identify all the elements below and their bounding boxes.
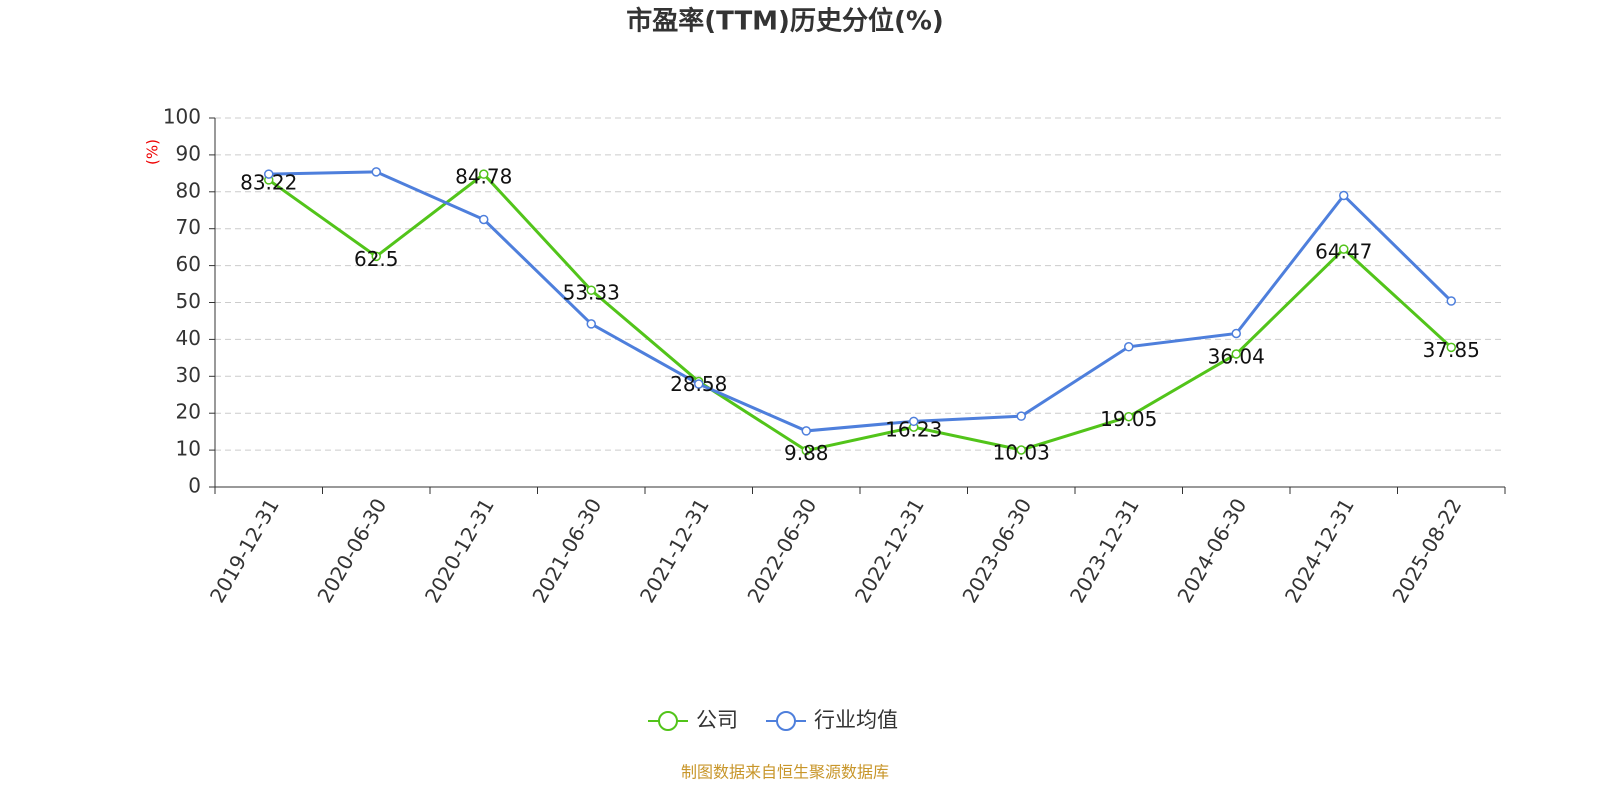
y-axis-label: (%) <box>144 139 162 165</box>
y-tick-label: 90 <box>176 141 201 165</box>
source-note: 制图数据来自恒生聚源数据库 <box>681 763 889 782</box>
data-label: 36.04 <box>1208 345 1265 369</box>
data-point <box>1016 445 1026 455</box>
data-point <box>909 416 919 427</box>
y-tick-label: 60 <box>176 252 201 276</box>
x-tick-label: 2023-06-30 <box>957 494 1036 607</box>
x-tick-label: 2025-08-22 <box>1387 494 1466 607</box>
data-point <box>1016 411 1026 421</box>
x-tick-label: 2019-12-31 <box>205 494 284 607</box>
data-point <box>371 251 381 262</box>
x-tick-label: 2024-06-30 <box>1172 494 1251 607</box>
data-point <box>801 426 811 436</box>
x-tick-label: 2020-06-30 <box>312 494 391 607</box>
series-line <box>267 172 1453 453</box>
x-tick-label: 2020-12-31 <box>420 494 499 607</box>
legend-label: 行业均值 <box>814 708 898 732</box>
y-tick-label: 40 <box>176 326 201 350</box>
data-label: 16.23 <box>885 418 942 442</box>
legend-item[interactable]: 行业均值 <box>766 708 898 732</box>
x-tick-label: 2024-12-31 <box>1280 494 1359 607</box>
data-label: 62.5 <box>354 247 399 271</box>
data-point <box>264 169 274 179</box>
data-label: 37.85 <box>1423 338 1480 362</box>
data-point <box>1124 342 1134 352</box>
data-point <box>371 167 381 177</box>
data-point <box>1124 411 1134 422</box>
data-point <box>1446 342 1456 353</box>
data-point <box>586 319 596 329</box>
data-point <box>1339 190 1349 201</box>
series-line <box>268 170 1453 433</box>
data-label: 19.05 <box>1100 407 1157 431</box>
legend-label: 公司 <box>696 708 738 732</box>
legend-item[interactable]: 公司 <box>648 708 738 732</box>
data-label: 64.47 <box>1315 240 1372 264</box>
data-point <box>1446 296 1456 306</box>
y-tick-label: 80 <box>176 178 201 202</box>
data-point <box>479 169 489 179</box>
data-label: 9.88 <box>784 441 829 465</box>
data-point <box>1339 244 1349 254</box>
data-point <box>801 445 811 456</box>
y-tick-label: 50 <box>176 289 201 313</box>
data-point <box>586 285 596 295</box>
x-tick-label: 2021-12-31 <box>635 494 714 607</box>
y-tick-label: 30 <box>176 363 201 387</box>
x-tick-label: 2021-06-30 <box>527 494 606 607</box>
data-label: 83.22 <box>240 170 297 194</box>
x-tick-label: 2022-12-31 <box>850 494 929 607</box>
data-label: 10.03 <box>993 440 1050 464</box>
data-point <box>1231 349 1241 359</box>
y-tick-label: 70 <box>176 215 201 239</box>
data-point <box>479 214 489 225</box>
x-tick-label: 2022-06-30 <box>742 494 821 607</box>
y-tick-label: 0 <box>188 474 201 498</box>
y-tick-label: 20 <box>176 400 201 424</box>
chart-title: 市盈率(TTM)历史分位(%) <box>626 6 944 37</box>
data-label: 84.78 <box>455 165 512 189</box>
legend-marker <box>776 711 796 731</box>
data-label: 28.58 <box>670 372 727 396</box>
legend-marker <box>658 711 678 731</box>
data-point <box>694 379 704 389</box>
x-tick-label: 2023-12-31 <box>1065 494 1144 607</box>
data-point <box>1231 328 1241 339</box>
y-tick-label: 10 <box>176 437 201 461</box>
data-label: 53.33 <box>563 281 620 305</box>
y-tick-label: 100 <box>163 105 201 129</box>
